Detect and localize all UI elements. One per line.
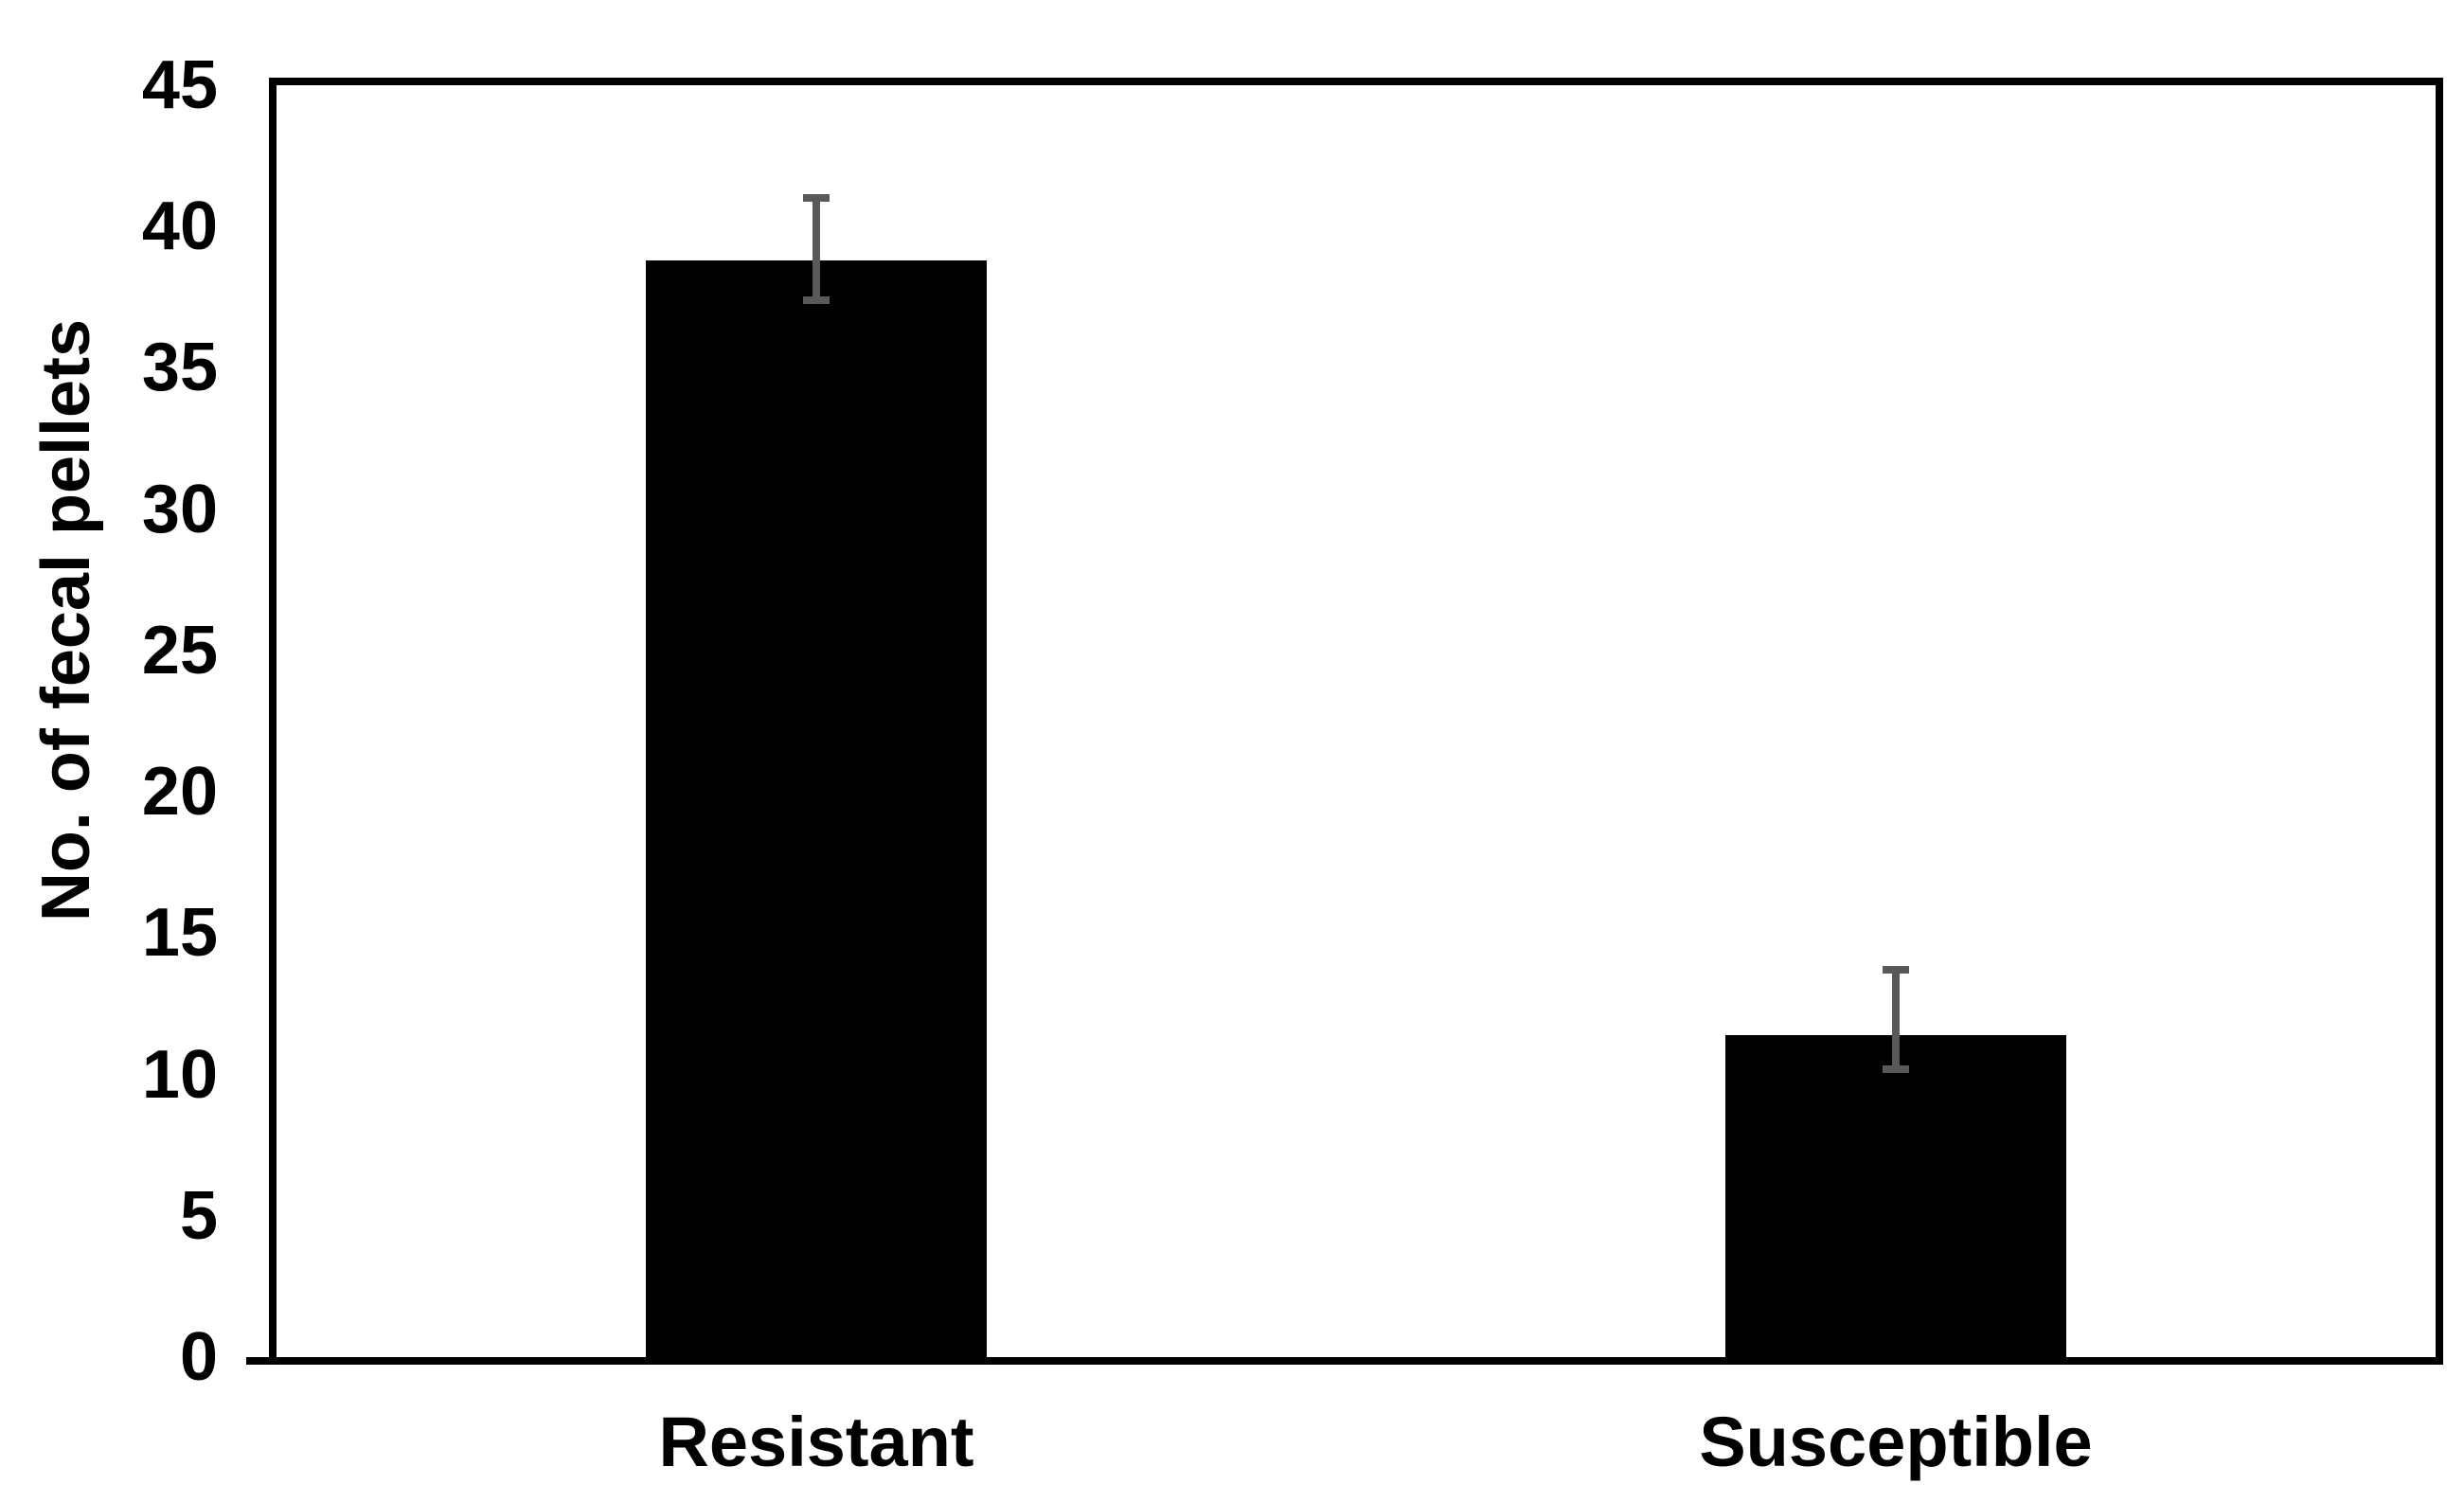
bar-resistant (646, 260, 987, 1357)
zero-tick-mark (246, 1357, 277, 1365)
y-tick-label-45: 45 (141, 47, 218, 123)
error-bar-cap-bottom-susceptible (1883, 1065, 1909, 1073)
y-tick-label-0: 0 (179, 1319, 218, 1395)
plot-area (269, 78, 2443, 1365)
y-tick-label-35: 35 (141, 330, 218, 405)
error-bar-resistant (812, 198, 820, 299)
y-tick-label-15: 15 (141, 895, 218, 971)
y-tick-label-5: 5 (179, 1178, 218, 1254)
x-category-label-susceptible: Susceptible (1699, 1403, 2093, 1481)
bar-susceptible (1725, 1035, 2066, 1357)
y-tick-label-25: 25 (141, 613, 218, 688)
y-tick-label-10: 10 (141, 1037, 218, 1113)
error-bar-susceptible (1892, 970, 1900, 1068)
y-tick-label-40: 40 (141, 188, 218, 264)
error-bar-cap-top-resistant (803, 194, 830, 202)
error-bar-cap-bottom-resistant (803, 296, 830, 304)
x-category-label-resistant: Resistant (658, 1403, 974, 1481)
error-bar-cap-top-susceptible (1883, 966, 1909, 974)
y-tick-label-20: 20 (141, 754, 218, 830)
y-tick-label-30: 30 (141, 472, 218, 547)
